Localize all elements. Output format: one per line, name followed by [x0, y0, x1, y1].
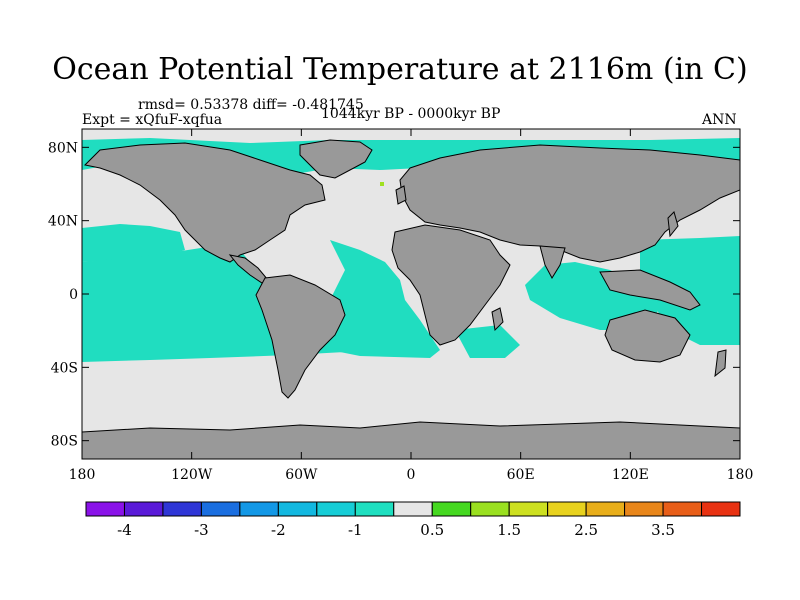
colorbar-swatch — [547, 501, 587, 517]
colorbar-label: 1.5 — [497, 521, 521, 539]
x-axis: 180 120W 60W 0 60E 120E 180 — [69, 129, 754, 483]
colorbar-label: -3 — [194, 521, 209, 539]
colorbar-label: 0.5 — [420, 521, 444, 539]
colorbar-swatch — [316, 501, 356, 517]
y-tick-label: 0 — [69, 287, 78, 303]
land-masses — [82, 139, 740, 459]
colorbar: -4 -3 -2 -1 0.5 1.5 2.5 3.5 — [85, 501, 741, 539]
colorbar-label: 3.5 — [651, 521, 675, 539]
colorbar-swatch — [470, 501, 510, 517]
colorbar-swatch — [585, 501, 626, 517]
colorbar-swatch — [662, 501, 703, 517]
y-tick-label: 40N — [48, 214, 78, 230]
colorbar-swatch — [123, 501, 164, 517]
x-tick-label: 60E — [507, 467, 535, 483]
colorbar-label: -4 — [117, 521, 132, 539]
colorbar-label: -2 — [271, 521, 286, 539]
expt-label: Expt = xQfuF-xqfua — [82, 112, 223, 128]
x-tick-label: 180 — [727, 467, 754, 483]
y-tick-label: 80N — [48, 140, 78, 156]
colorbar-label: -1 — [348, 521, 363, 539]
map-field — [82, 129, 740, 459]
x-tick-label: 60W — [285, 467, 318, 483]
season-label: ANN — [702, 112, 737, 128]
colorbar-swatch — [200, 501, 241, 517]
colorbar-label: 2.5 — [574, 521, 598, 539]
colorbar-swatch — [624, 501, 664, 517]
x-tick-label: 180 — [69, 467, 96, 483]
colorbar-swatch — [393, 501, 433, 517]
colorbar-swatch — [431, 501, 472, 517]
x-tick-label: 120W — [171, 467, 213, 483]
y-tick-label: 80S — [51, 434, 78, 450]
warm-anomaly-spot — [380, 182, 384, 186]
colorbar-swatch — [277, 501, 318, 517]
y-tick-label: 40S — [51, 360, 78, 376]
y-axis: 80N 40N 0 40S 80S — [48, 140, 740, 450]
x-tick-label: 120E — [612, 467, 649, 483]
colorbar-swatch — [508, 501, 549, 517]
colorbar-swatch — [354, 501, 395, 517]
colorbar-swatch — [85, 501, 125, 517]
colorbar-swatch — [701, 501, 741, 517]
map-title: Ocean Potential Temperature at 2116m (in… — [52, 52, 748, 87]
stats-line: rmsd= 0.53378 diff= -0.481745 — [138, 97, 364, 113]
colorbar-swatch — [239, 501, 279, 517]
period-label: 1044kyr BP - 0000kyr BP — [321, 106, 501, 122]
x-tick-label: 0 — [407, 467, 416, 483]
colorbar-swatch — [162, 501, 202, 517]
